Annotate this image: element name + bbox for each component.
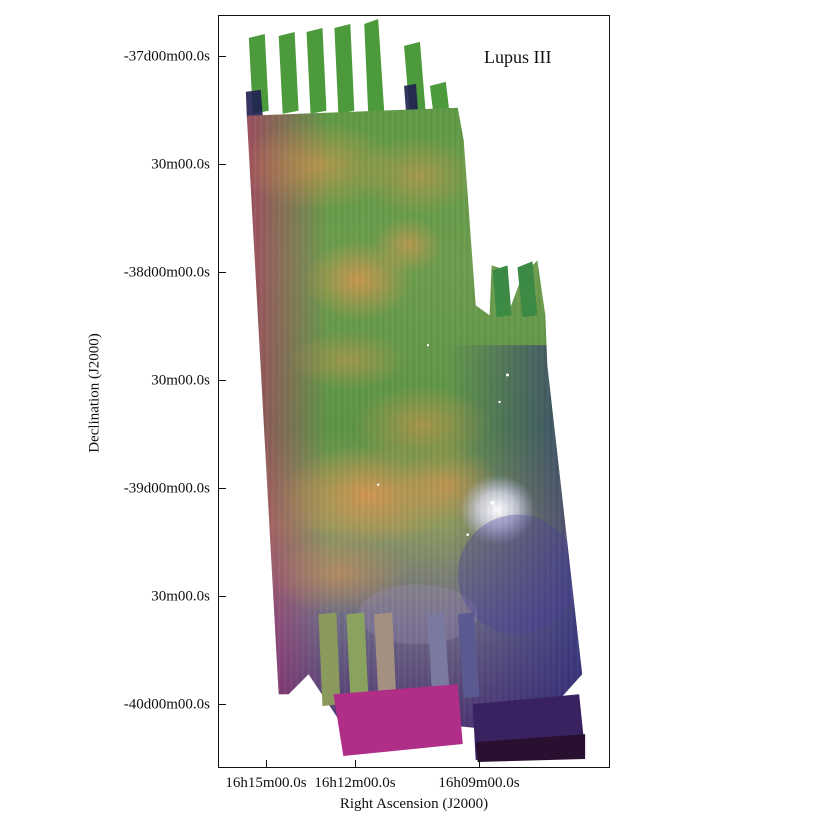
y-tick-label: 30m00.0s: [151, 588, 210, 605]
y-tick-label: -39d00m00.0s: [123, 480, 210, 497]
y-tick-mark: [218, 488, 226, 489]
x-tick-mark: [355, 760, 356, 768]
x-tick-mark: [479, 760, 480, 768]
y-tick-mark: [218, 164, 226, 165]
y-tick-label: -40d00m00.0s: [123, 696, 210, 713]
y-tick-mark: [218, 596, 226, 597]
y-tick-mark: [218, 56, 226, 57]
y-tick-mark: [218, 380, 226, 381]
lupus-mosaic-image: [245, 18, 586, 763]
region-label: Lupus III: [484, 47, 552, 67]
x-tick-label: 16h09m00.0s: [438, 775, 520, 791]
top-scan-strips: [248, 18, 450, 118]
y-axis-title: Declination (J2000): [86, 333, 103, 453]
y-tick-mark: [218, 272, 226, 273]
x-tick-mark: [266, 760, 267, 768]
y-tick-mark: [218, 704, 226, 705]
y-tick-label: -38d00m00.0s: [123, 264, 210, 281]
image-panel: [218, 15, 610, 768]
x-tick-label: 16h15m00.0s: [225, 775, 307, 791]
y-tick-label: -37d00m00.0s: [123, 48, 210, 65]
bottom-scan-strips: [318, 612, 586, 763]
y-tick-label: 30m00.0s: [151, 156, 210, 173]
x-axis-title: Right Ascension (J2000): [339, 796, 489, 812]
x-tick-label: 16h12m00.0s: [314, 775, 396, 791]
y-tick-label: 30m00.0s: [151, 372, 210, 389]
